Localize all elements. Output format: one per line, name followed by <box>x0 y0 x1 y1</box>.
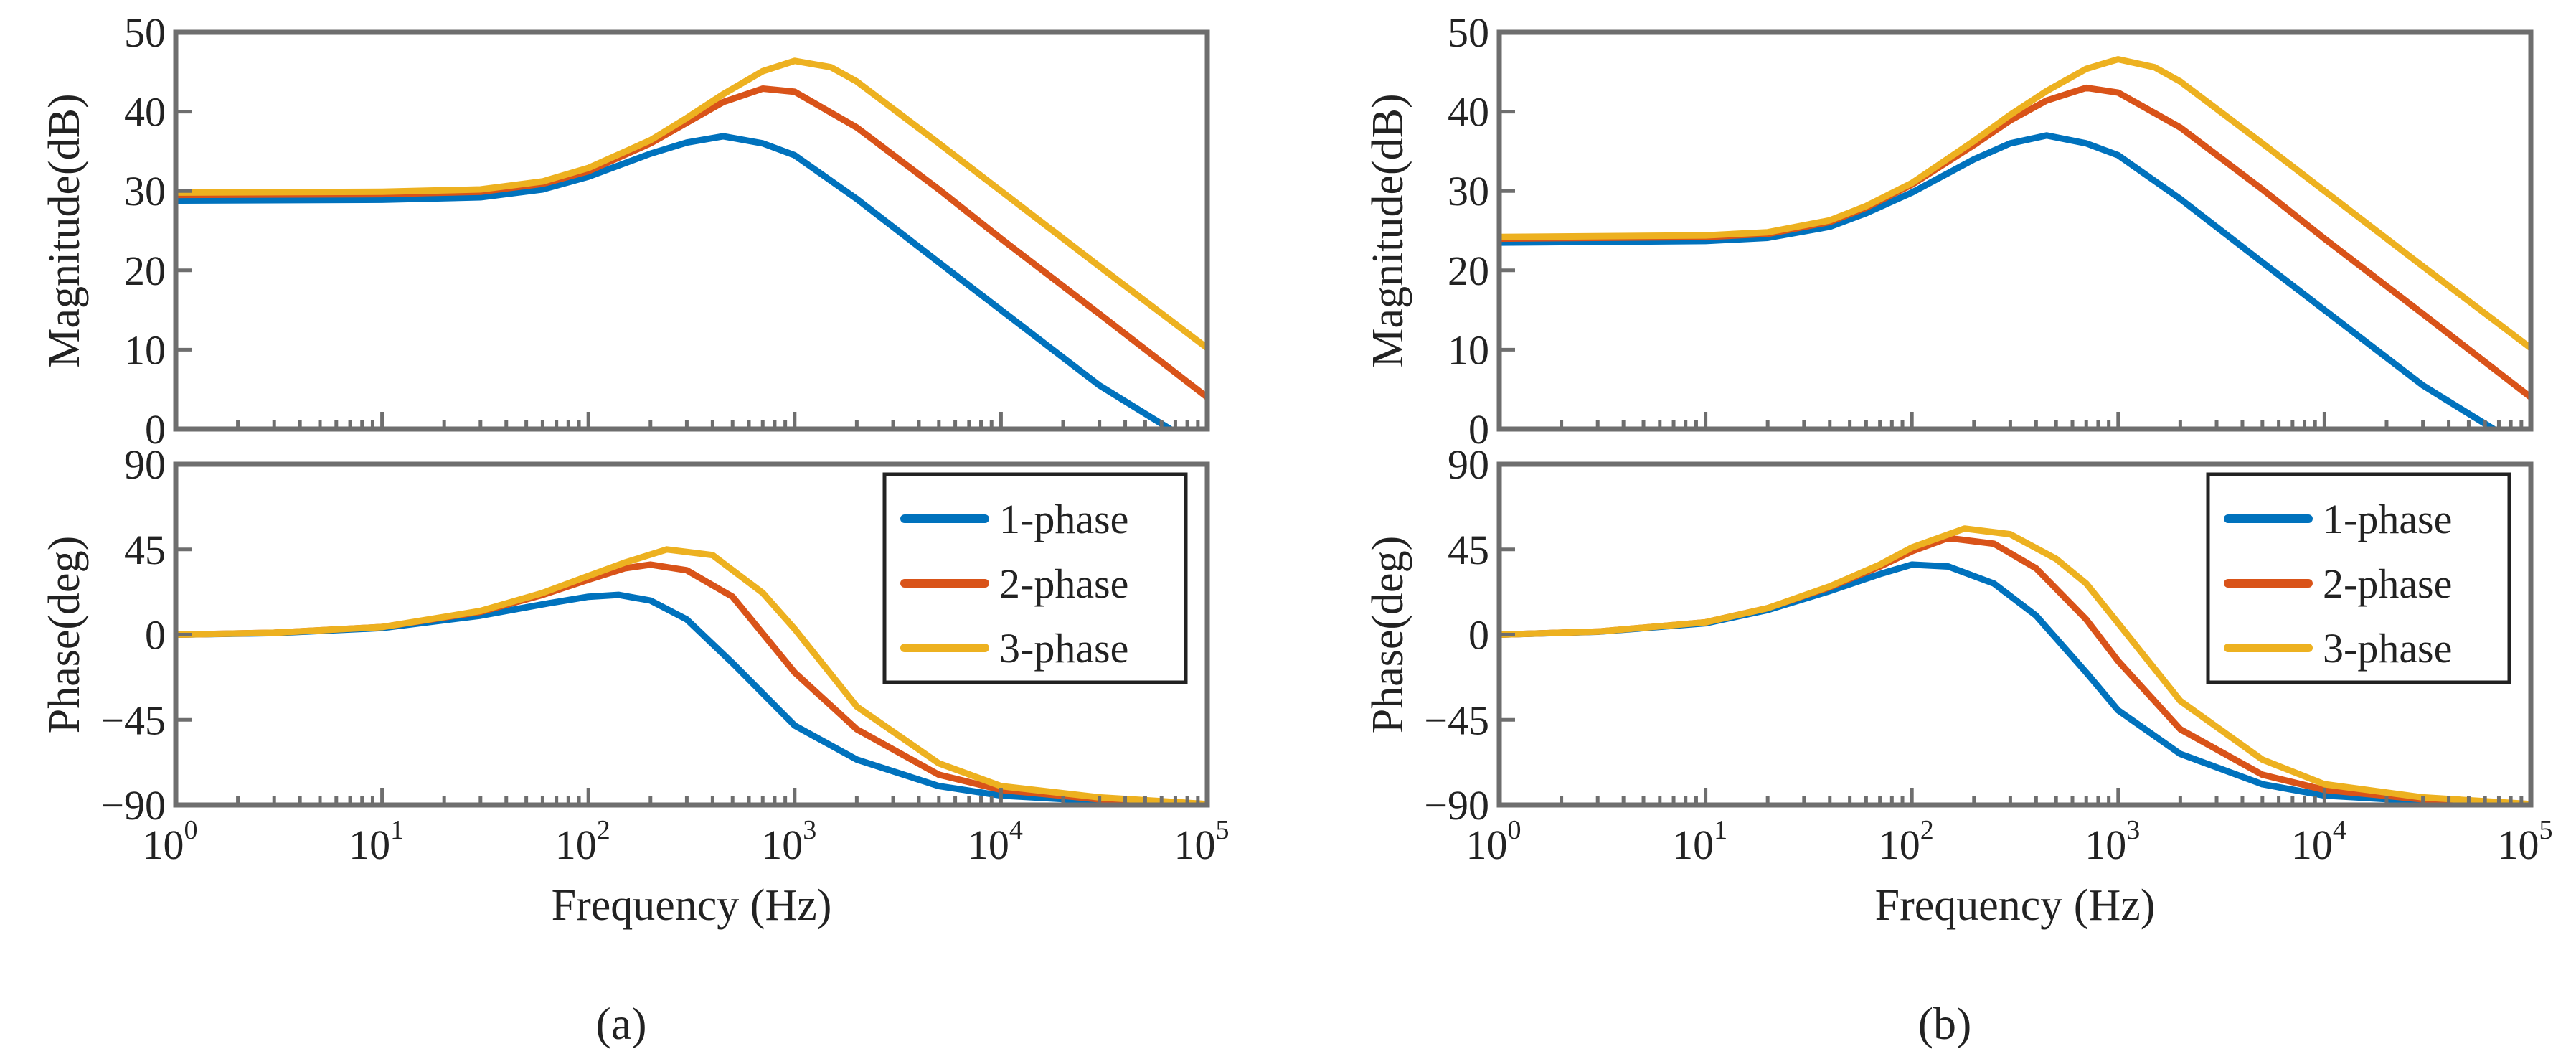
legend: 1-phase 2-phase 3-phase <box>2206 472 2511 684</box>
series-line-3-phase <box>176 57 1207 352</box>
y-tick-label: 45 <box>124 527 166 573</box>
y-tick-label: 30 <box>124 168 166 215</box>
legend-item-1-phase: 1-phase <box>2224 496 2452 542</box>
x-axis-title: Frequency (Hz) <box>1875 881 2156 930</box>
legend-item-3-phase: 3-phase <box>900 625 1128 672</box>
series-line-3-phase <box>1499 525 2531 805</box>
magnitude-subplot: 0 10 20 30 40 50 Magnitude(dB) <box>40 9 1210 453</box>
y-tick-label: 50 <box>1448 9 1489 56</box>
legend-item-2-phase: 2-phase <box>900 560 1128 607</box>
legend-label: 3-phase <box>2323 625 2452 672</box>
x-tick-label: 101 <box>349 815 404 868</box>
y-tick-label: 10 <box>1448 326 1489 373</box>
panel-a: 0 10 20 30 40 50 Magnitude(dB) −90 −45 0 45 90 Phase… <box>40 9 1230 1049</box>
y-tick-label: −45 <box>1424 697 1489 743</box>
legend-label: 1-phase <box>999 496 1128 542</box>
y-tick-label: 45 <box>1448 527 1489 573</box>
y-tick-label: 0 <box>145 406 166 453</box>
y-tick-label: −90 <box>100 782 166 829</box>
y-axis-title: Phase(deg) <box>40 536 89 733</box>
x-tick-label: 100 <box>143 815 198 868</box>
y-tick-label: −90 <box>1424 782 1489 829</box>
panel-b: 0 10 20 30 40 50 Magnitude(dB) −90 −45 0 45 90 Phase… <box>1364 9 2553 1049</box>
x-tick-label: 104 <box>2291 815 2346 868</box>
legend-item-3-phase: 3-phase <box>2224 625 2452 672</box>
x-tick-label: 102 <box>555 815 610 868</box>
magnitude-subplot: 0 10 20 30 40 50 Magnitude(dB) <box>1364 9 2534 453</box>
y-tick-label: 90 <box>124 441 166 488</box>
legend-label: 2-phase <box>999 560 1128 607</box>
legend: 1-phase 2-phase 3-phase <box>882 472 1188 684</box>
phase-subplot: −90 −45 0 45 90 Phase(deg) 100 101 102 103 104 105 F… <box>1364 441 2553 930</box>
legend-label: 3-phase <box>999 625 1128 672</box>
x-tick-label: 105 <box>2498 815 2553 868</box>
x-tick-label: 104 <box>968 815 1023 868</box>
x-tick-label: 100 <box>1466 815 1521 868</box>
x-tick-label: 101 <box>1672 815 1727 868</box>
x-tick-label: 103 <box>2085 815 2140 868</box>
y-tick-label: 90 <box>1448 441 1489 488</box>
series-line-1-phase <box>176 133 1174 429</box>
series-lines <box>176 57 1207 429</box>
y-axis-title: Magnitude(dB) <box>40 93 89 367</box>
y-axis-title: Magnitude(dB) <box>1364 93 1412 367</box>
legend-item-2-phase: 2-phase <box>2224 560 2452 607</box>
series-line-1-phase <box>1499 132 2497 429</box>
x-axis-title: Frequency (Hz) <box>552 881 832 930</box>
panel-label: (b) <box>1918 998 1972 1049</box>
phase-subplot: −90 −45 0 45 90 Phase(deg) 100 101 102 103 104 105 F… <box>40 441 1230 930</box>
legend-label: 1-phase <box>2323 496 2452 542</box>
panel-label: (a) <box>595 998 646 1049</box>
axes-frame <box>173 29 1210 432</box>
legend-label: 2-phase <box>2323 560 2452 607</box>
axes-frame <box>1496 29 2534 432</box>
y-tick-label: 20 <box>124 248 166 294</box>
legend-item-1-phase: 1-phase <box>900 496 1128 542</box>
y-tick-label: 40 <box>1448 89 1489 136</box>
x-tick-label: 105 <box>1174 815 1230 868</box>
y-tick-label: 0 <box>1468 406 1489 453</box>
x-tick-label: 103 <box>761 815 816 868</box>
x-tick-label: 102 <box>1879 815 1934 868</box>
series-lines <box>1499 56 2531 429</box>
series-line-3-phase <box>1499 56 2531 352</box>
y-tick-label: 50 <box>124 9 166 56</box>
series-lines <box>1499 525 2531 805</box>
series-line-3-phase <box>176 546 1207 805</box>
y-tick-label: −45 <box>100 697 166 743</box>
y-tick-label: 10 <box>124 326 166 373</box>
y-axis-title: Phase(deg) <box>1364 536 1412 733</box>
y-tick-label: 40 <box>124 89 166 136</box>
series-lines <box>176 546 1207 805</box>
y-tick-label: 0 <box>1468 612 1489 659</box>
y-tick-label: 30 <box>1448 168 1489 215</box>
y-tick-label: 20 <box>1448 248 1489 294</box>
y-tick-label: 0 <box>145 612 166 659</box>
